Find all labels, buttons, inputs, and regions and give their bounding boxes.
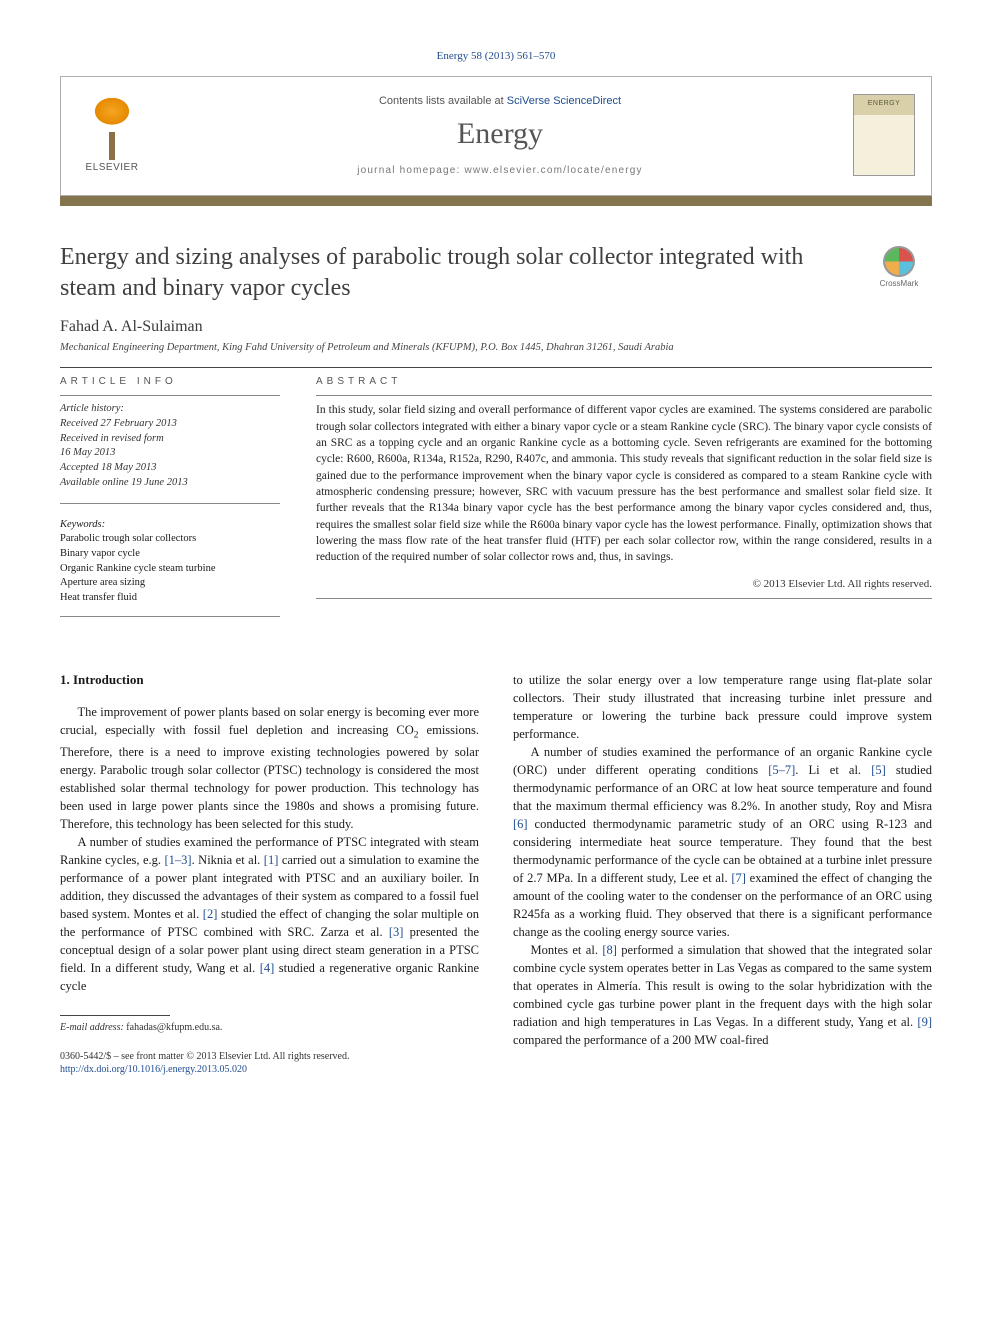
history-accepted: Accepted 18 May 2013 <box>60 462 157 473</box>
reference-link[interactable]: [2] <box>203 907 218 921</box>
email-label: E-mail address: <box>60 1022 126 1033</box>
article-info-heading: ARTICLE INFO <box>60 376 280 387</box>
reference-link[interactable]: [3] <box>389 925 404 939</box>
reference-link[interactable]: [9] <box>917 1015 932 1029</box>
keyword-item: Parabolic trough solar collectors <box>60 532 280 547</box>
history-revised: Received in revised form <box>60 433 164 444</box>
copyright-line: © 2013 Elsevier Ltd. All rights reserved… <box>316 578 932 590</box>
publisher-name: ELSEVIER <box>86 162 139 173</box>
reference-link[interactable]: [5] <box>871 763 886 777</box>
journal-cover-thumbnail <box>853 94 915 176</box>
reference-link[interactable]: [1–3] <box>164 853 191 867</box>
body-paragraph: A number of studies examined the perform… <box>513 743 932 941</box>
contents-line: Contents lists available at SciVerse Sci… <box>167 95 833 107</box>
history-revised-date: 16 May 2013 <box>60 447 115 458</box>
homepage-url[interactable]: www.elsevier.com/locate/energy <box>464 165 642 176</box>
reference-link[interactable]: [7] <box>731 871 746 885</box>
crossmark-label: CrossMark <box>880 279 919 288</box>
keyword-item: Organic Rankine cycle steam turbine <box>60 562 280 577</box>
doi-link[interactable]: http://dx.doi.org/10.1016/j.energy.2013.… <box>60 1064 247 1075</box>
homepage-line: journal homepage: www.elsevier.com/locat… <box>167 165 833 176</box>
reference-link[interactable]: [6] <box>513 817 528 831</box>
keywords-label: Keywords: <box>60 519 105 530</box>
author-name: Fahad A. Al-Sulaiman <box>60 318 932 336</box>
body-column-left: 1. Introduction The improvement of power… <box>60 671 479 1077</box>
body-paragraph: A number of studies examined the perform… <box>60 833 479 995</box>
keyword-item: Heat transfer fluid <box>60 591 280 606</box>
abstract-text: In this study, solar field sizing and ov… <box>316 402 932 565</box>
journal-header: ELSEVIER Contents lists available at Sci… <box>60 76 932 196</box>
section-heading-intro: 1. Introduction <box>60 671 479 690</box>
keyword-item: Aperture area sizing <box>60 576 280 591</box>
contents-prefix: Contents lists available at <box>379 95 507 107</box>
citation-line: Energy 58 (2013) 561–570 <box>60 50 932 62</box>
history-online: Available online 19 June 2013 <box>60 477 188 488</box>
history-label: Article history: <box>60 403 124 414</box>
author-email[interactable]: fahadas@kfupm.edu.sa. <box>126 1022 222 1033</box>
abstract-heading: ABSTRACT <box>316 376 932 387</box>
article-title: Energy and sizing analyses of parabolic … <box>60 242 820 304</box>
front-matter-line: 0360-5442/$ – see front matter © 2013 El… <box>60 1051 349 1062</box>
reference-link[interactable]: [4] <box>260 961 275 975</box>
footer-block: 0360-5442/$ – see front matter © 2013 El… <box>60 1050 479 1077</box>
body-column-right: to utilize the solar energy over a low t… <box>513 671 932 1077</box>
crossmark-badge[interactable]: CrossMark <box>866 246 932 288</box>
reference-link[interactable]: [1] <box>264 853 279 867</box>
divider <box>60 367 932 368</box>
homepage-prefix: journal homepage: <box>357 165 464 176</box>
article-history: Article history: Received 27 February 20… <box>60 402 280 490</box>
crossmark-icon <box>883 246 915 277</box>
accent-bar <box>60 196 932 206</box>
elsevier-logo: ELSEVIER <box>77 98 147 173</box>
history-received: Received 27 February 2013 <box>60 418 177 429</box>
body-paragraph: to utilize the solar energy over a low t… <box>513 671 932 743</box>
keyword-item: Binary vapor cycle <box>60 547 280 562</box>
keywords-block: Keywords: Parabolic trough solar collect… <box>60 518 280 606</box>
reference-link[interactable]: [8] <box>602 943 617 957</box>
footnote-rule <box>60 1015 170 1016</box>
reference-link[interactable]: [5–7] <box>768 763 795 777</box>
email-footnote: E-mail address: fahadas@kfupm.edu.sa. <box>60 1021 479 1035</box>
body-paragraph: The improvement of power plants based on… <box>60 703 479 833</box>
sciencedirect-link[interactable]: SciVerse ScienceDirect <box>507 95 621 107</box>
body-paragraph: Montes et al. [8] performed a simulation… <box>513 941 932 1049</box>
journal-title: Energy <box>167 117 833 151</box>
author-affiliation: Mechanical Engineering Department, King … <box>60 342 932 353</box>
elsevier-tree-icon <box>84 98 140 160</box>
